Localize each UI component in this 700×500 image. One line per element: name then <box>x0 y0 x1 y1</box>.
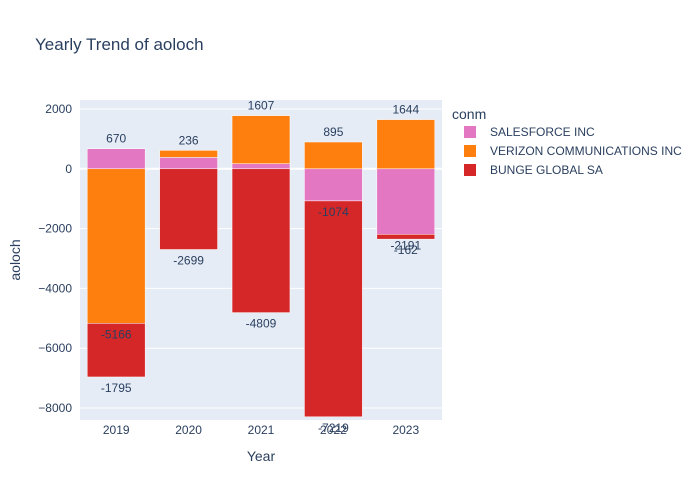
legend-item-label: SALESFORCE INC <box>490 125 595 139</box>
data-label: -162 <box>394 243 418 257</box>
bar-verizon-communications-inc-2021 <box>231 115 291 164</box>
bar-bunge-global-sa-2020 <box>159 168 218 250</box>
data-label: 236 <box>179 133 199 147</box>
data-label: 1607 <box>248 99 275 113</box>
y-axis-ticks: 2000 0 −2000 −4000 −6000 −8000 <box>38 102 72 415</box>
data-label: -1795 <box>101 381 132 395</box>
x-tick-label: 2019 <box>103 423 130 437</box>
bar-salesforce-inc-2021 <box>231 163 291 170</box>
data-labels: 670 -5166 -1795 236 -2699 1607 -4809 -1074 895 -7… <box>101 99 422 435</box>
bar-verizon-communications-inc-2020 <box>159 150 218 158</box>
x-tick-label: 2022 <box>320 423 347 437</box>
data-label: -4809 <box>246 317 277 331</box>
bar-verizon-communications-inc-2022 <box>304 141 363 170</box>
bar-verizon-communications-inc-2023 <box>376 119 436 170</box>
data-label: -5166 <box>101 327 132 341</box>
bar-salesforce-inc-2019 <box>86 148 146 170</box>
x-tick-label: 2020 <box>175 423 202 437</box>
data-label: -2699 <box>173 254 204 268</box>
legend-swatch <box>464 145 476 157</box>
data-label: 1644 <box>392 103 419 117</box>
x-tick-label: 2023 <box>392 423 419 437</box>
data-label: 895 <box>323 125 343 139</box>
y-tick-label: −8000 <box>38 401 72 415</box>
bar-salesforce-inc-2023 <box>376 168 436 235</box>
y-tick-label: −6000 <box>38 341 72 355</box>
chart-title: Yearly Trend of aoloch <box>35 35 204 54</box>
bar-bunge-global-sa-2019 <box>86 323 146 378</box>
data-label: -7219 <box>318 421 349 435</box>
legend-swatch <box>464 126 476 138</box>
legend-item-label: VERIZON COMMUNICATIONS INC <box>490 144 682 158</box>
bars <box>86 115 436 418</box>
x-axis-ticks: 2019 2020 2021 2022 2023 <box>103 423 420 437</box>
legend-swatch <box>464 164 476 176</box>
legend-title: conm <box>452 106 486 122</box>
y-tick-label: 0 <box>65 162 72 176</box>
bar-salesforce-inc-2022 <box>304 168 363 202</box>
x-tick-label: 2021 <box>248 423 275 437</box>
y-tick-label: 2000 <box>45 102 72 116</box>
x-axis-title: Year <box>247 448 276 464</box>
data-label: 670 <box>106 132 126 146</box>
y-axis-title: aoloch <box>7 239 23 280</box>
data-label: -1074 <box>318 205 349 219</box>
legend: conm SALESFORCE INC VERIZON COMMUNICATION… <box>452 106 682 177</box>
legend-item-label: BUNGE GLOBAL SA <box>490 163 603 177</box>
bar-bunge-global-sa-2021 <box>231 168 291 313</box>
bar-bunge-global-sa-2023 <box>376 234 436 240</box>
bar-bunge-global-sa-2022 <box>304 200 363 418</box>
bar-salesforce-inc-2020 <box>159 157 218 170</box>
bar-verizon-communications-inc-2019 <box>86 168 146 324</box>
y-tick-label: −4000 <box>38 281 72 295</box>
y-tick-label: −2000 <box>38 222 72 236</box>
data-label: -2191 <box>390 238 421 252</box>
